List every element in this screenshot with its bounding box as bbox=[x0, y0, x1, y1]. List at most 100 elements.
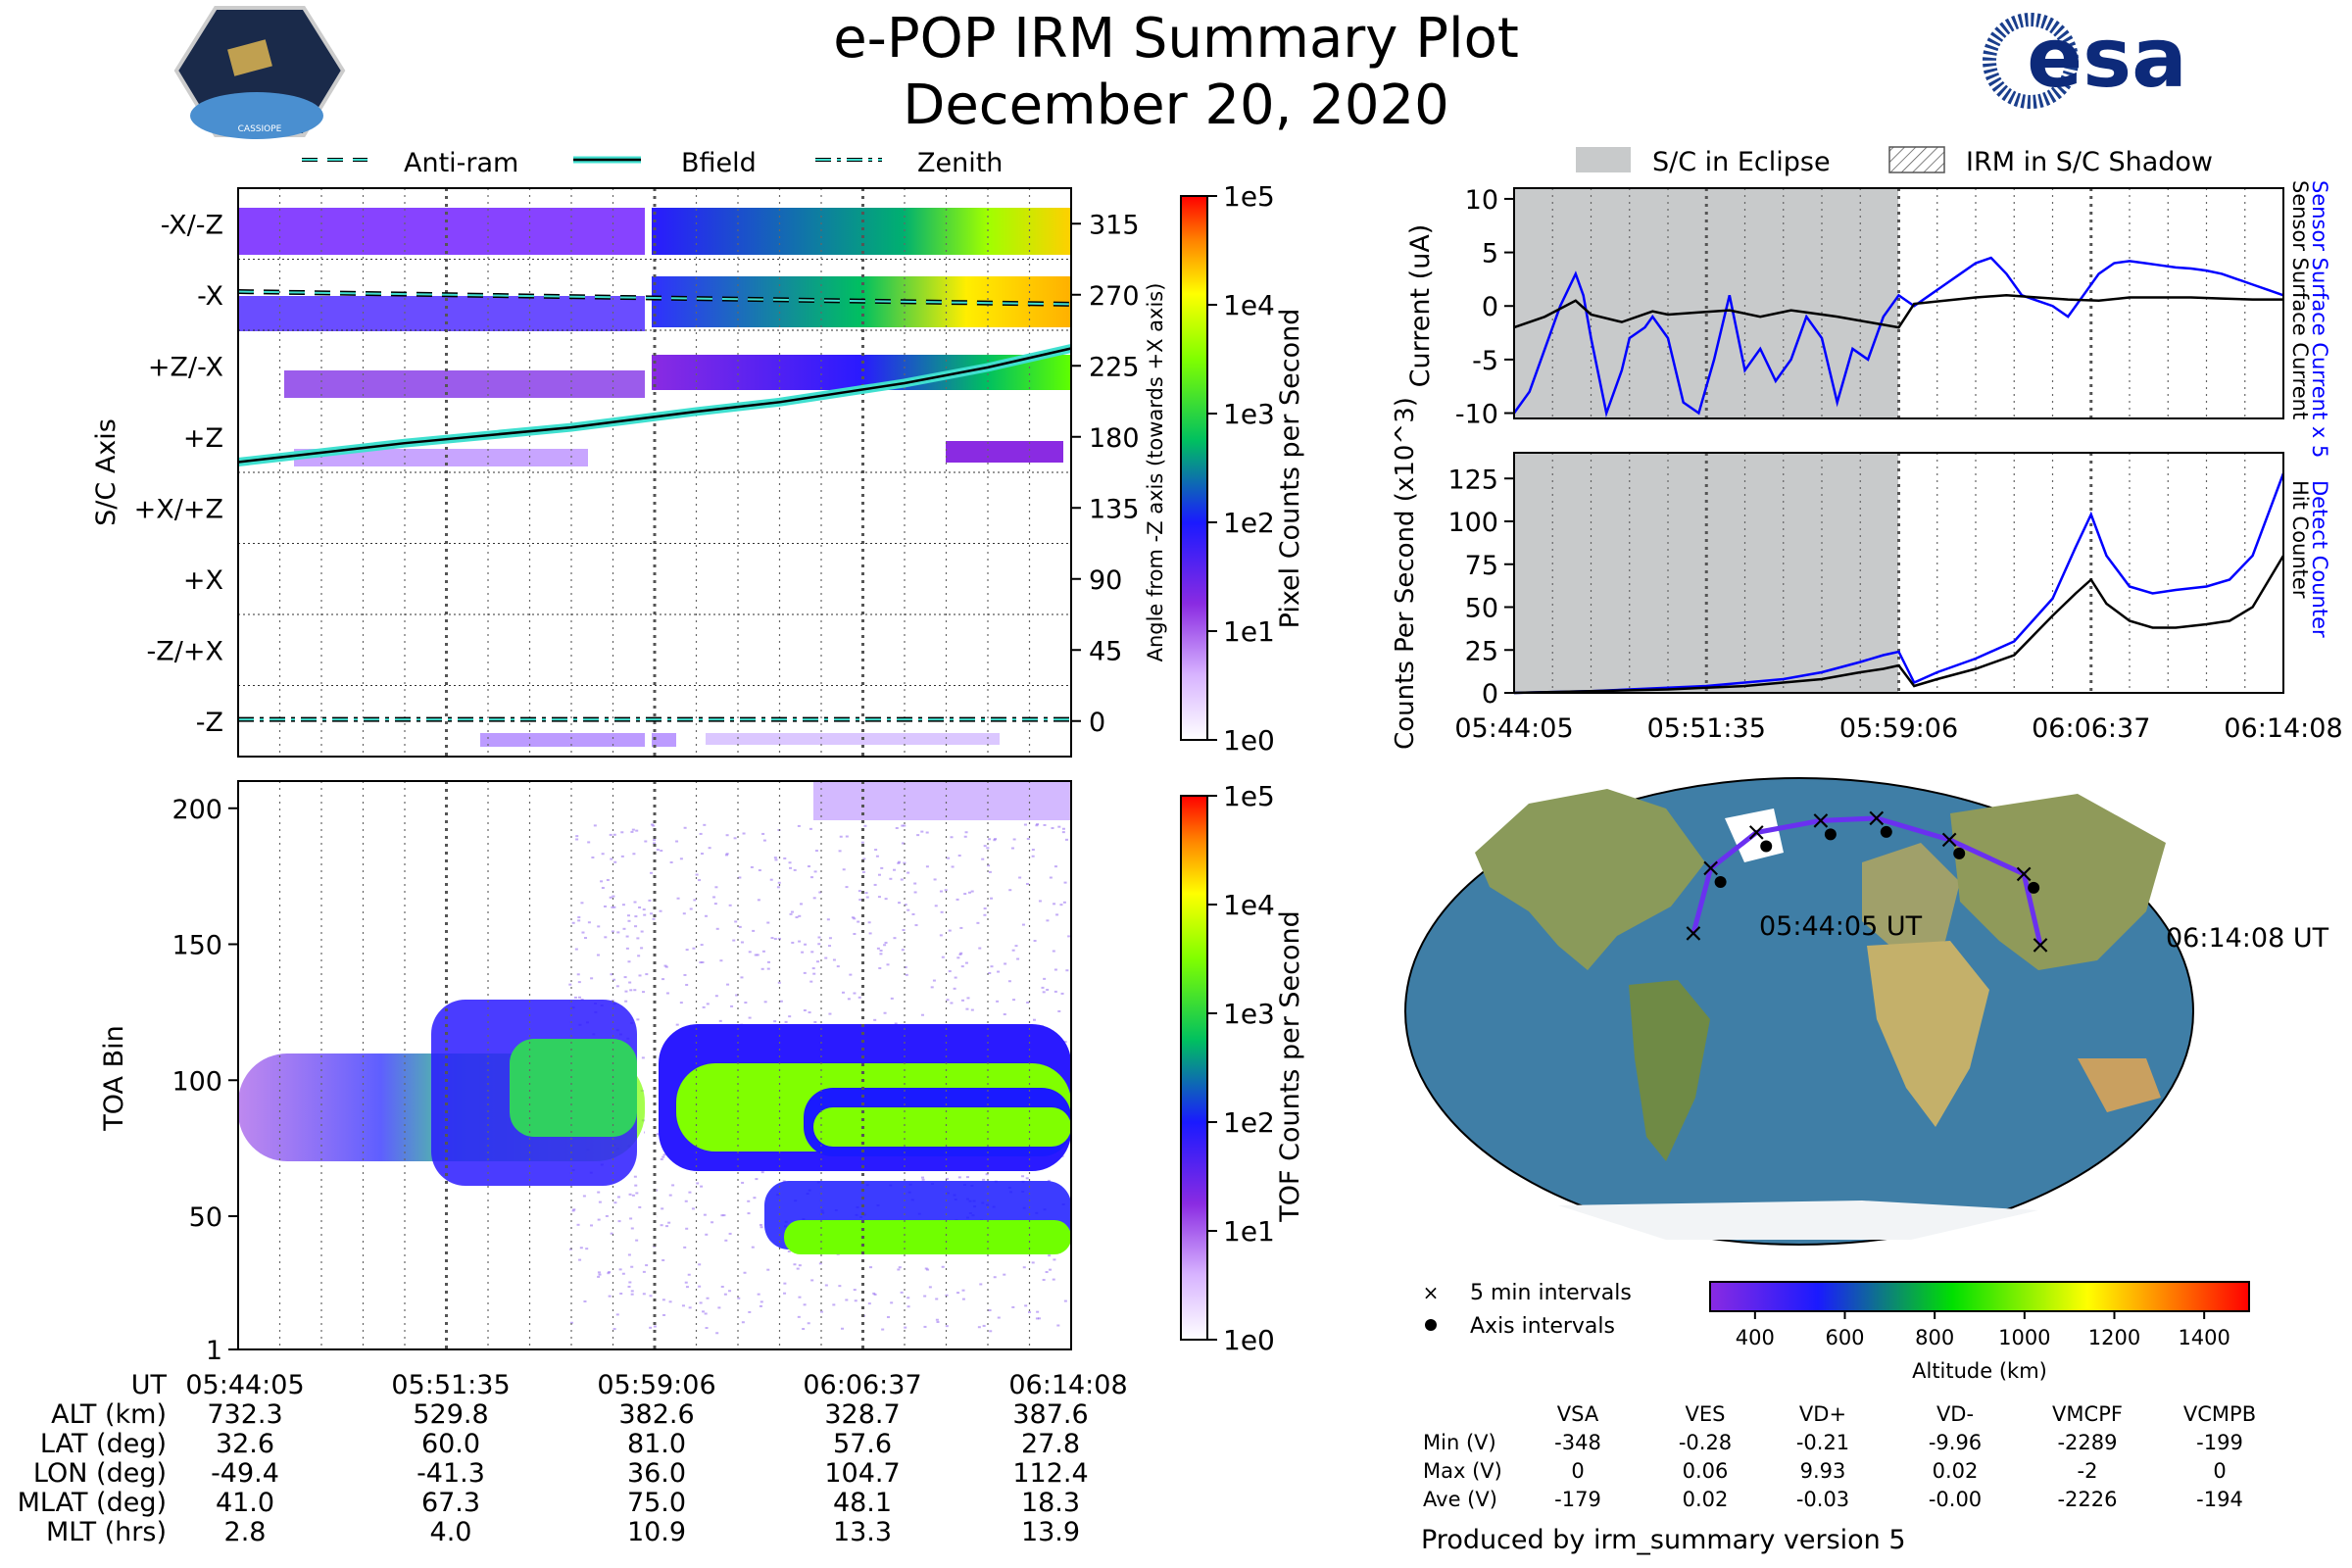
noise-speck bbox=[799, 903, 803, 906]
voltage-cell: -2 bbox=[2078, 1459, 2098, 1483]
noise-speck bbox=[572, 1208, 576, 1211]
noise-speck bbox=[1065, 969, 1069, 972]
noise-speck bbox=[1003, 1273, 1006, 1276]
noise-speck bbox=[987, 838, 991, 841]
series-hit-counter bbox=[1513, 555, 2285, 695]
noise-speck bbox=[774, 858, 778, 861]
noise-speck bbox=[760, 1300, 763, 1303]
noise-speck bbox=[993, 839, 997, 842]
noise-speck bbox=[954, 976, 957, 979]
noise-speck bbox=[726, 983, 730, 986]
y-tick-label: -10 bbox=[1455, 400, 1498, 430]
noise-speck bbox=[662, 978, 665, 981]
noise-speck bbox=[988, 1309, 992, 1312]
noise-speck bbox=[597, 1191, 601, 1194]
noise-speck bbox=[637, 955, 641, 957]
orbit-map: × × × × × × × × 05:44:05 UT 06:14:08 UT bbox=[1404, 777, 2329, 1246]
noise-speck bbox=[628, 1281, 632, 1284]
y-tick-label: -5 bbox=[1472, 346, 1498, 376]
noise-speck bbox=[847, 998, 851, 1001]
orbit-axis-mark bbox=[1953, 847, 1966, 859]
noise-speck bbox=[783, 857, 787, 859]
noise-speck bbox=[725, 853, 729, 856]
noise-speck bbox=[814, 850, 818, 853]
noise-speck bbox=[813, 1020, 817, 1023]
orbit-axis-mark bbox=[1714, 876, 1727, 889]
noise-speck bbox=[1057, 825, 1061, 828]
noise-speck bbox=[684, 1281, 688, 1284]
noise-speck bbox=[653, 839, 657, 842]
noise-speck bbox=[723, 1293, 727, 1296]
noise-speck bbox=[683, 1246, 687, 1249]
noise-speck bbox=[737, 1297, 741, 1299]
sc-angle-tick-labels: 315 270 225 180 135 90 45 0 bbox=[1071, 210, 1140, 738]
noise-speck bbox=[757, 899, 760, 902]
voltage-column-header: VCMPB bbox=[2183, 1402, 2256, 1426]
voltage-row-label: Ave (V) bbox=[1423, 1488, 1497, 1511]
noise-speck bbox=[1064, 838, 1068, 841]
noise-speck bbox=[577, 996, 581, 999]
noise-speck bbox=[828, 1012, 832, 1015]
noise-speck bbox=[656, 1133, 660, 1136]
cassiope-logo: CASSIOPE bbox=[173, 6, 346, 139]
noise-speck bbox=[750, 865, 754, 868]
noise-speck bbox=[610, 973, 613, 976]
counts-right-label-blue: Detect Counter bbox=[2308, 480, 2331, 638]
noise-speck bbox=[898, 902, 902, 905]
y-tick-label: 10 bbox=[1465, 185, 1498, 216]
noise-speck bbox=[1051, 827, 1054, 830]
voltage-cell: -348 bbox=[1554, 1431, 1601, 1454]
noise-speck bbox=[1012, 999, 1016, 1002]
footer: Produced by irm_summary version 5 bbox=[1421, 1525, 1906, 1555]
noise-speck bbox=[650, 871, 654, 874]
noise-speck bbox=[664, 965, 668, 968]
y-tick-label: 5 bbox=[1482, 239, 1498, 270]
noise-speck bbox=[613, 860, 617, 863]
noise-speck bbox=[625, 935, 629, 938]
noise-speck bbox=[819, 1310, 823, 1313]
noise-speck bbox=[740, 976, 744, 979]
noise-speck bbox=[1023, 823, 1027, 826]
noise-speck bbox=[608, 1295, 612, 1298]
noise-speck bbox=[710, 1221, 714, 1224]
noise-speck bbox=[933, 878, 937, 881]
noise-speck bbox=[630, 1265, 634, 1268]
noise-speck bbox=[623, 976, 627, 979]
noise-speck bbox=[893, 937, 897, 940]
colorbar-tick-label: 1e2 bbox=[1223, 1106, 1275, 1139]
cell: 18.3 bbox=[1021, 1488, 1080, 1518]
noise-speck bbox=[808, 1011, 811, 1014]
legend-shadow: IRM in S/C Shadow bbox=[1966, 147, 2213, 177]
toa-tick-label: 200 bbox=[172, 795, 222, 825]
noise-speck bbox=[965, 1007, 969, 1010]
cell: 387.6 bbox=[1012, 1399, 1088, 1430]
noise-speck bbox=[900, 878, 904, 881]
noise-speck bbox=[633, 901, 637, 904]
toa-grid bbox=[278, 781, 1031, 1349]
colorbar-tick-label: 1e3 bbox=[1223, 398, 1275, 430]
noise-speck bbox=[575, 838, 579, 841]
noise-speck bbox=[816, 960, 820, 963]
noise-speck bbox=[568, 983, 572, 986]
angle-tick-label: 0 bbox=[1089, 708, 1105, 738]
noise-speck bbox=[812, 972, 816, 975]
noise-speck bbox=[798, 1264, 802, 1267]
noise-speck bbox=[621, 904, 625, 906]
noise-speck bbox=[763, 1001, 767, 1004]
noise-speck bbox=[874, 849, 878, 852]
noise-speck bbox=[983, 913, 987, 916]
noise-speck bbox=[939, 890, 943, 893]
voltage-row-label: Min (V) bbox=[1423, 1431, 1496, 1454]
noise-speck bbox=[720, 1285, 724, 1288]
current-right-label-black: Sensor Surface Current bbox=[2288, 180, 2312, 419]
noise-speck bbox=[832, 1303, 836, 1306]
noise-speck bbox=[597, 1218, 601, 1221]
colorbar-tick-label: 1e0 bbox=[1223, 724, 1275, 757]
noise-speck bbox=[948, 929, 952, 932]
noise-speck bbox=[1054, 990, 1057, 993]
noise-speck bbox=[696, 1182, 700, 1185]
noise-speck bbox=[1011, 949, 1015, 952]
colorbar-tick-label: 1e1 bbox=[1223, 615, 1275, 648]
voltage-cell: -0.28 bbox=[1679, 1431, 1732, 1454]
pixel-colorbar-label: Pixel Counts per Second bbox=[1275, 309, 1305, 629]
